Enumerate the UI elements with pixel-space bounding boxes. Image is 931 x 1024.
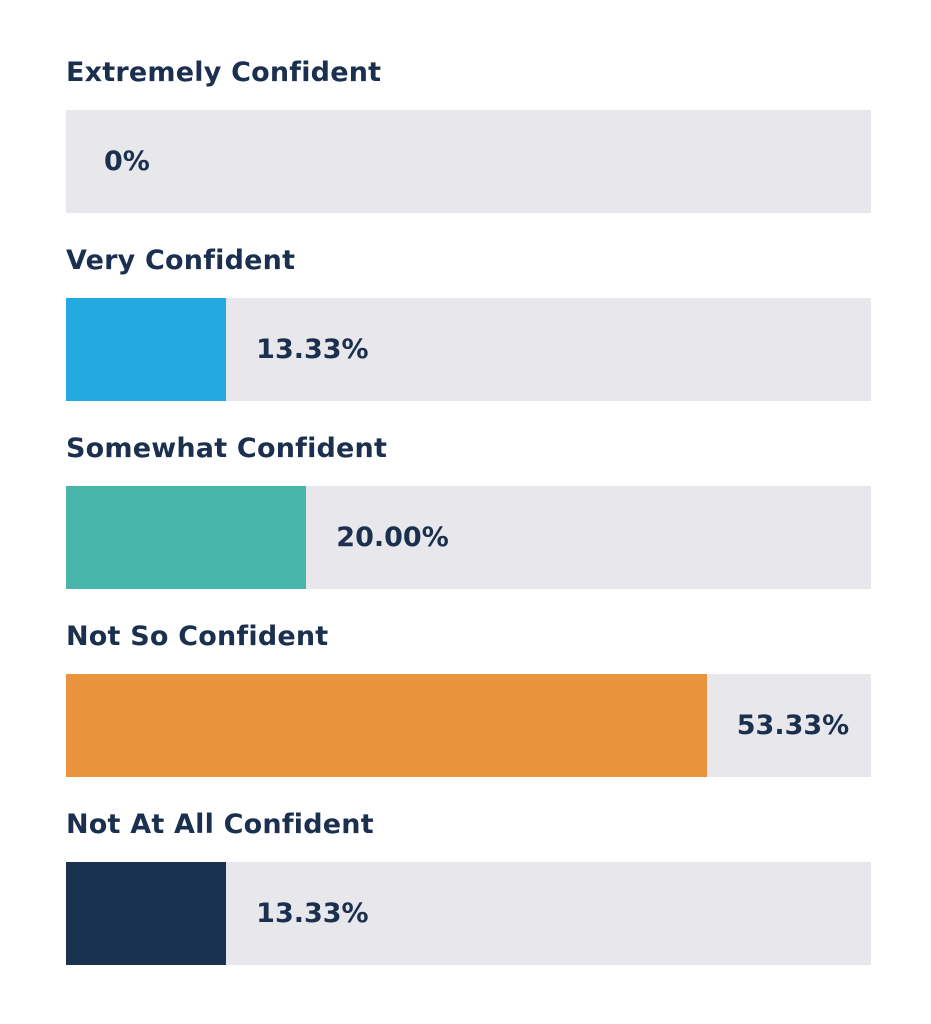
bar-row: Extremely Confident 0% xyxy=(66,0,871,213)
category-label: Very Confident xyxy=(66,245,296,276)
category-label: Not At All Confident xyxy=(66,809,374,840)
category-label: Not So Confident xyxy=(66,621,329,652)
bar-track: 13.33% xyxy=(66,862,871,965)
bar xyxy=(66,674,707,777)
bar-row: Not At All Confident 13.33% xyxy=(66,752,871,965)
confidence-bar-chart: Extremely Confident 0% Very Confident 13.33… xyxy=(66,0,871,1024)
value-label: 13.33% xyxy=(256,334,369,365)
value-label: 53.33% xyxy=(736,710,850,741)
category-label: Somewhat Confident xyxy=(66,433,388,464)
value-label: 0% xyxy=(104,146,150,177)
bar-track: 53.33% xyxy=(66,674,871,777)
bar xyxy=(66,486,307,589)
bar-row: Somewhat Confident 20.00% xyxy=(66,376,871,589)
bar-track: 13.33% xyxy=(66,298,871,401)
bar-row: Not So Confident 53.33% xyxy=(66,564,871,777)
bar-row: Very Confident 13.33% xyxy=(66,188,871,401)
bar xyxy=(66,862,227,965)
value-label: 13.33% xyxy=(256,898,369,929)
bar-track: 0% xyxy=(66,110,871,213)
value-label: 20.00% xyxy=(336,522,449,553)
bar-track: 20.00% xyxy=(66,486,871,589)
category-label: Extremely Confident xyxy=(66,57,382,88)
bar xyxy=(66,298,227,401)
